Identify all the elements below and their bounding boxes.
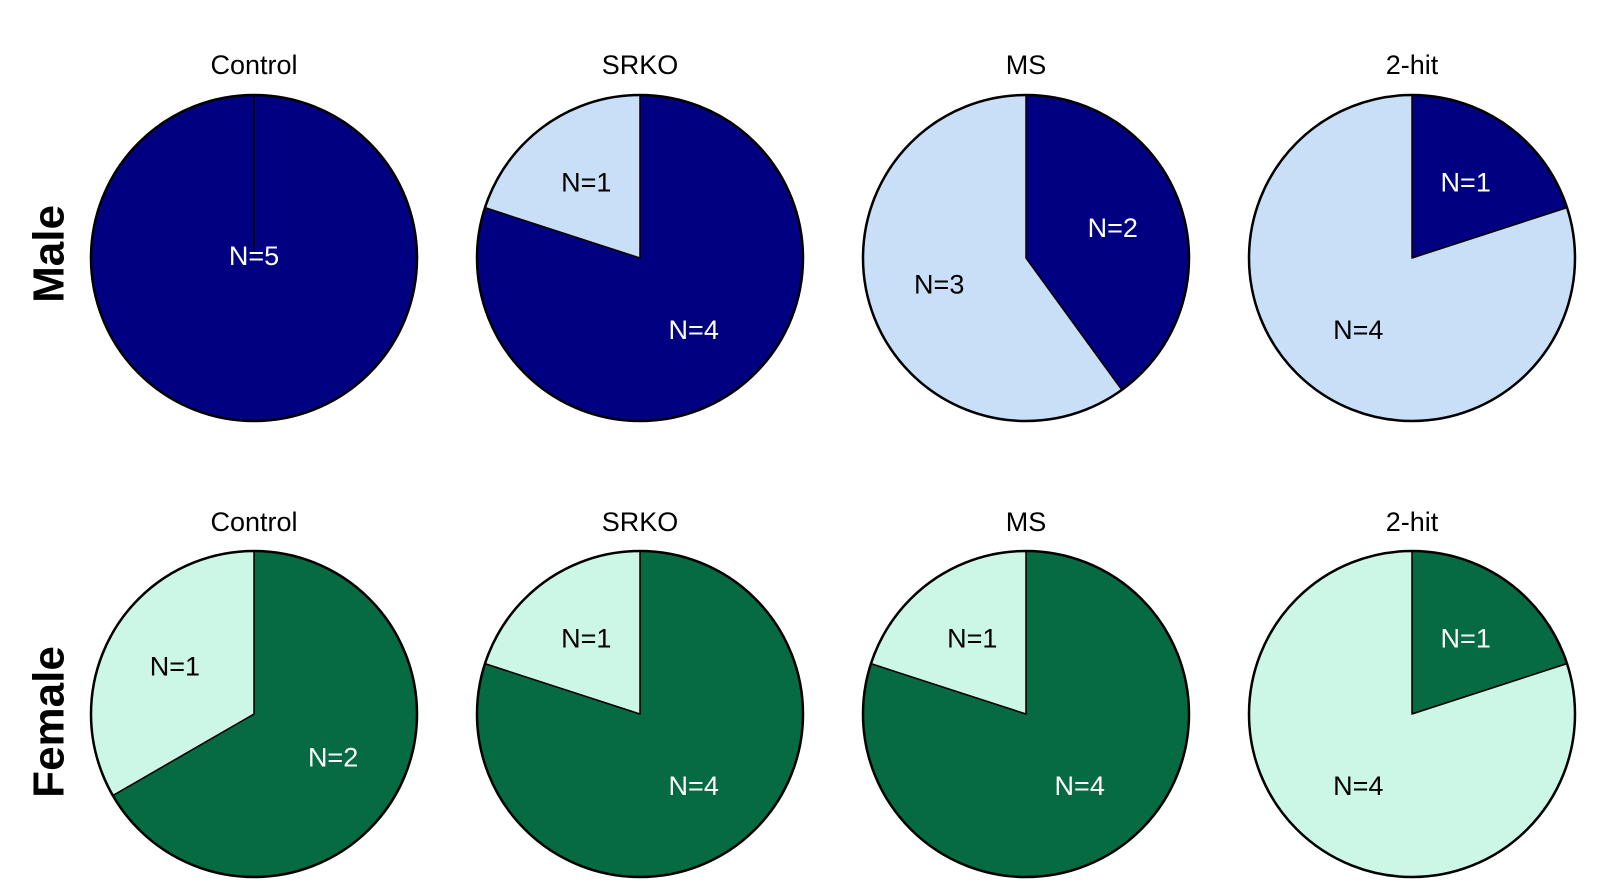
pie-female-srko: SRKO N=4 N=1 [475,507,805,879]
slice-label: N=3 [914,269,964,299]
pie-title: 2-hit [1386,507,1439,537]
pie-male-control: Control N=5 [89,50,419,423]
pie-title: Control [210,50,297,80]
pie-outline [89,549,419,879]
pie-male-srko: SRKO N=4 N=1 [475,50,805,423]
pie-male-2-hit: 2-hit N=1 N=4 [1247,50,1577,423]
pie-outline [475,549,805,879]
slice-label: N=2 [308,743,358,773]
pie-female-ms: MS N=4 N=1 [861,507,1191,879]
slice-label: N=1 [1441,167,1491,197]
pie-outline [89,93,419,423]
pie-title: MS [1006,507,1047,537]
pie-outline [861,93,1191,423]
pie-outline [1247,93,1577,423]
slice-label: N=4 [1333,315,1383,345]
pie-female-control: Control N=2 N=1 [89,507,419,879]
row-label-male: Male [25,205,74,303]
slice-label: N=4 [1333,771,1383,801]
slice-label: N=1 [561,167,611,197]
pie-title: MS [1006,50,1047,80]
pie-row-female: FemaleControlN=2N=1SRKON=4N=1MSN=4N=12-h… [25,507,1577,879]
pie-outline [475,93,805,423]
pie-title: 2-hit [1386,50,1439,80]
slice-label: N=1 [1441,623,1491,653]
slice-label: N=4 [669,771,719,801]
slice-label: N=1 [150,652,200,682]
row-label-female: Female [25,646,74,798]
pie-female-2-hit: 2-hit N=1 N=4 [1247,507,1577,879]
pie-title: SRKO [602,50,679,80]
pie-row-male: Male Control N=5 SRKO N=4 N=1 MS N=2 N=3 2-hit N=1… [25,50,1577,423]
slice-label: N=2 [1088,213,1138,243]
pie-title: SRKO [602,507,679,537]
pie-male-ms: MS N=2 N=3 [861,50,1191,423]
slice-label: N=1 [561,623,611,653]
slice-label: N=4 [1055,771,1105,801]
pie-outline [861,549,1191,879]
pie-outline [1247,549,1577,879]
slice-label: N=5 [229,241,279,271]
pie-title: Control [210,507,297,537]
slice-label: N=4 [669,315,719,345]
slice-label: N=1 [947,623,997,653]
